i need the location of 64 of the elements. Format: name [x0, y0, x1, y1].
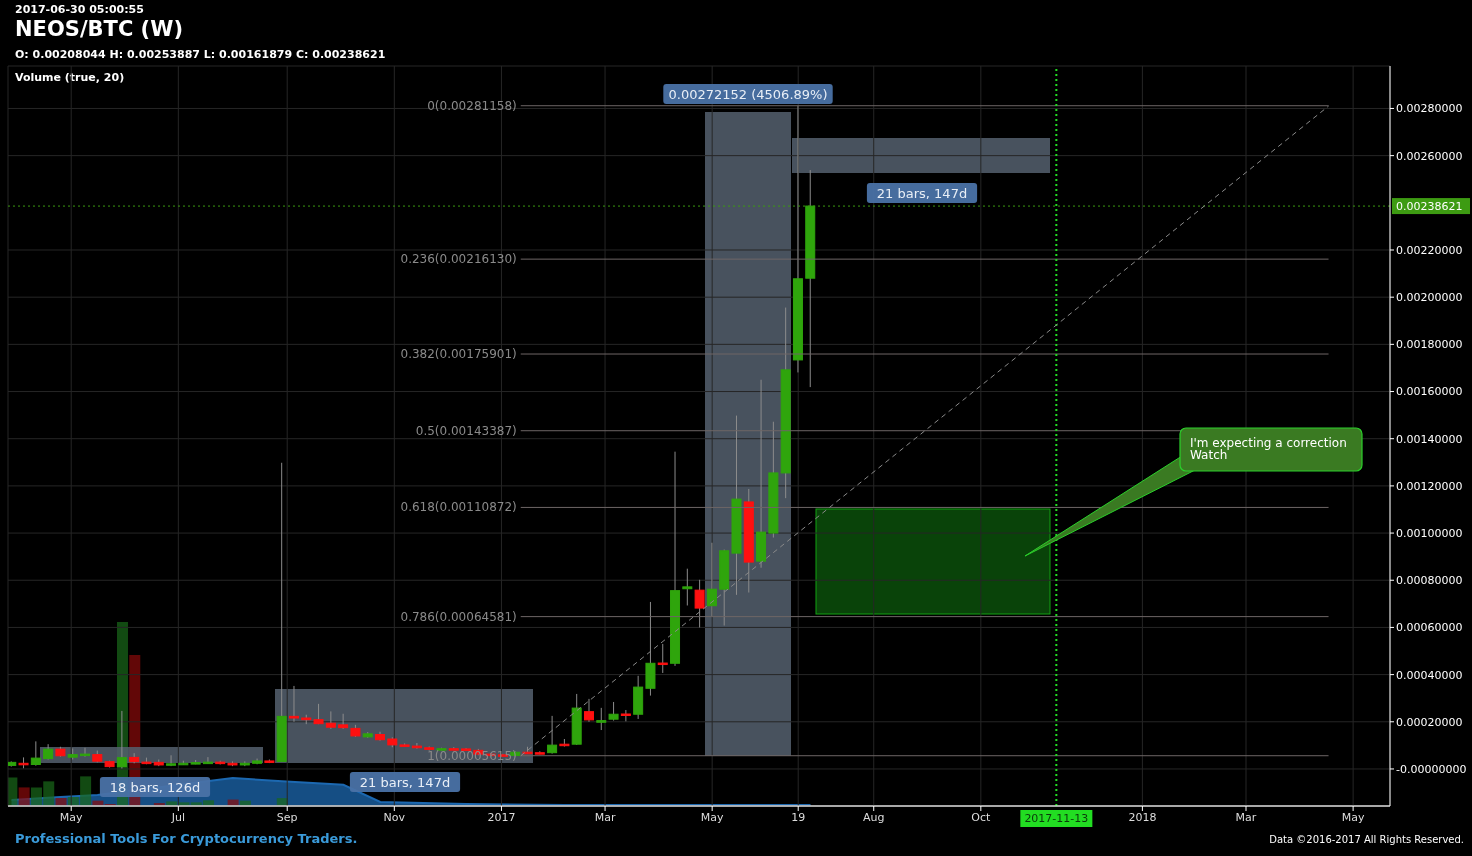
candlestick — [202, 756, 213, 765]
annotation: 18 bars, 126d — [109, 780, 201, 795]
ref-line-label: 0.5(0.00143387) — [415, 423, 517, 438]
y-tick-label: 0.00200000 — [1396, 291, 1463, 305]
candlestick — [166, 754, 177, 767]
annotation: I'm expecting a correction Watch — [1190, 436, 1347, 462]
candlestick — [694, 579, 705, 628]
ref-line-label: 0.786(0.00064581) — [400, 609, 517, 624]
x-tick-label: May — [1341, 810, 1365, 824]
y-tick-label: 0.00060000 — [1396, 621, 1463, 635]
y-tick-label: 0.00120000 — [1396, 479, 1463, 493]
y-tick-label: 0.00280000 — [1396, 102, 1463, 116]
candlestick — [116, 710, 127, 769]
candlestick — [608, 701, 619, 722]
y-tick-label: 0.00020000 — [1396, 715, 1463, 729]
candlestick — [338, 713, 349, 730]
y-tick-label: 0.00160000 — [1396, 385, 1463, 399]
chart-title: NEOS/BTC (W) — [15, 17, 183, 41]
x-tick-label: 19 — [791, 810, 806, 824]
candlestick — [80, 747, 90, 758]
x-tick-label: 2017 — [487, 810, 516, 824]
text: Data ©2016-2017 All Rights Reserved. — [1269, 834, 1464, 845]
ref-line-label: 0.618(0.00110872) — [400, 500, 517, 515]
y-tick-label: 0.00180000 — [1396, 338, 1463, 352]
annotation: 21 bars, 147d — [876, 186, 968, 201]
x-tick-label: Mar — [594, 810, 616, 824]
text: Professional Tools For Cryptocurrency Traders. — [15, 831, 358, 846]
ref-line-label: 1(0.00005615) — [427, 748, 517, 763]
y-tick-label: 0.00220000 — [1396, 243, 1463, 257]
chart-title: Volume (true, 20) — [15, 71, 125, 84]
x-tick-label: Aug — [862, 810, 885, 824]
x-tick-label: Mar — [1235, 810, 1257, 824]
x-tick-label: Oct — [971, 810, 992, 824]
x-tick-label: 2018 — [1128, 810, 1157, 824]
y-tick-label: 0.00100000 — [1396, 526, 1463, 540]
candlestick — [706, 542, 717, 618]
text: 2017-06-30 05:00:55 — [15, 3, 144, 16]
x-tick-label: Nov — [383, 810, 406, 824]
y-tick-label: 0.00260000 — [1396, 149, 1463, 163]
x-tick-label: Jul — [170, 810, 185, 824]
ref-line-label: 2017-11-13 — [1024, 812, 1089, 825]
ref-line-label: 0(0.00281158) — [427, 98, 517, 113]
y-tick-label: -0.00000000 — [1396, 762, 1467, 776]
candlestick — [288, 685, 299, 723]
ref-line-label: 0.236(0.00216130) — [400, 252, 517, 267]
y-tick-label: 0.00140000 — [1396, 432, 1463, 446]
chart-subtitle: O: 0.00208044 H: 0.00253887 L: 0.00161879 C: 0.00238621 — [15, 48, 386, 61]
candlestick — [682, 568, 693, 606]
candlestick — [30, 740, 41, 767]
y-tick-label: 0.00040000 — [1396, 668, 1463, 682]
annotation: 21 bars, 147d — [359, 775, 451, 790]
ref-line-label: 0.00238621 — [1396, 200, 1463, 214]
candlestick — [596, 707, 607, 731]
candlestick — [583, 698, 594, 723]
x-tick-label: May — [59, 810, 84, 824]
annotation: 0.00272152 (4506.89%) — [668, 87, 828, 102]
candlestick — [620, 709, 631, 722]
candlestick — [411, 742, 422, 750]
candlestick — [657, 643, 668, 674]
bar — [18, 787, 30, 806]
y-tick-label: 0.00080000 — [1396, 574, 1463, 588]
x-tick-label: May — [700, 810, 725, 824]
ref-line-label: 0.382(0.00175901) — [400, 347, 517, 362]
x-tick-label: Sep — [276, 810, 298, 824]
